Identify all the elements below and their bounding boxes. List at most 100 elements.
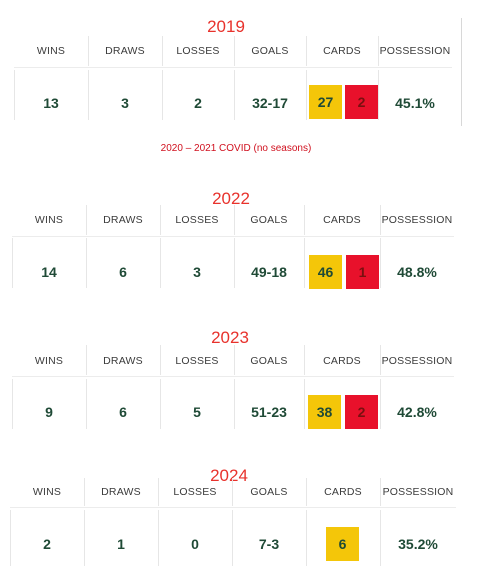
header-cards: CARDS	[323, 355, 361, 367]
divider	[304, 345, 305, 375]
header-possession: POSSESSION	[382, 486, 454, 498]
goals-value: 32-17	[252, 95, 288, 111]
red-card-count: 2	[345, 395, 378, 429]
header-wins: WINS	[32, 486, 62, 498]
divider	[10, 510, 11, 566]
header-losses: LOSSES	[176, 45, 220, 57]
header-cards: CARDS	[323, 214, 361, 226]
divider	[234, 36, 235, 66]
divider	[158, 478, 159, 506]
row-separator	[10, 507, 456, 508]
divider	[158, 510, 159, 566]
covid-note: 2020 – 2021 COVID (no seasons)	[160, 143, 312, 154]
wins-value: 13	[43, 95, 59, 111]
divider	[304, 238, 305, 288]
divider	[12, 238, 13, 288]
draws-value: 1	[117, 536, 125, 552]
goals-value: 7-3	[258, 536, 280, 552]
divider	[380, 238, 381, 288]
divider	[380, 379, 381, 429]
divider	[162, 36, 163, 66]
divider	[380, 345, 381, 375]
possession-value: 42.8%	[397, 404, 437, 420]
header-wins: WINS	[36, 45, 66, 57]
draws-value: 3	[121, 95, 129, 111]
goals-value: 49-18	[251, 264, 287, 280]
header-draws: DRAWS	[105, 45, 145, 57]
header-losses: LOSSES	[173, 486, 217, 498]
divider	[14, 70, 15, 120]
divider	[232, 478, 233, 506]
header-draws: DRAWS	[101, 486, 141, 498]
divider	[88, 36, 89, 66]
header-cards: CARDS	[324, 486, 362, 498]
header-cards: CARDS	[323, 45, 361, 57]
divider	[86, 345, 87, 375]
header-goals: GOALS	[250, 355, 288, 367]
wins-value: 9	[45, 404, 53, 420]
header-possession: POSSESSION	[381, 355, 453, 367]
divider	[306, 510, 307, 566]
header-possession: POSSESSION	[379, 45, 451, 57]
divider	[86, 238, 87, 288]
divider	[306, 70, 307, 120]
divider	[86, 379, 87, 429]
divider	[378, 70, 379, 120]
yellow-card-count: 38	[308, 395, 341, 429]
divider	[232, 510, 233, 566]
draws-value: 6	[119, 404, 127, 420]
divider	[86, 205, 87, 235]
divider	[12, 379, 13, 429]
season-year: 2022	[212, 189, 250, 208]
divider	[160, 345, 161, 375]
divider	[162, 70, 163, 120]
wins-value: 2	[43, 536, 51, 552]
red-card-count: 2	[345, 85, 378, 119]
goals-value: 51-23	[251, 404, 287, 420]
yellow-card-count: 6	[326, 527, 359, 561]
season-year: 2024	[210, 466, 248, 485]
divider	[234, 205, 235, 235]
divider	[306, 36, 307, 66]
divider	[234, 345, 235, 375]
possession-value: 35.2%	[398, 536, 438, 552]
divider	[380, 205, 381, 235]
header-draws: DRAWS	[103, 355, 143, 367]
yellow-card-count: 46	[309, 255, 342, 289]
wins-value: 14	[41, 264, 57, 280]
header-possession: POSSESSION	[381, 214, 453, 226]
divider	[304, 205, 305, 235]
divider	[234, 379, 235, 429]
divider	[234, 70, 235, 120]
losses-value: 3	[193, 264, 201, 280]
season-year: 2023	[211, 328, 249, 347]
divider	[234, 238, 235, 288]
divider	[88, 70, 89, 120]
losses-value: 0	[191, 536, 199, 552]
possession-value: 48.8%	[397, 264, 437, 280]
header-goals: GOALS	[250, 486, 288, 498]
divider	[160, 379, 161, 429]
red-card-count: 1	[346, 255, 379, 289]
divider	[378, 36, 379, 66]
header-wins: WINS	[34, 355, 64, 367]
yellow-card-count: 27	[309, 85, 342, 119]
season-year: 2019	[207, 17, 245, 36]
divider	[306, 478, 307, 506]
row-separator	[12, 376, 454, 377]
divider	[84, 510, 85, 566]
header-draws: DRAWS	[103, 214, 143, 226]
divider	[84, 478, 85, 506]
divider	[160, 205, 161, 235]
header-wins: WINS	[34, 214, 64, 226]
divider	[304, 379, 305, 429]
header-goals: GOALS	[251, 45, 289, 57]
right-edge-line	[461, 18, 462, 126]
header-goals: GOALS	[250, 214, 288, 226]
divider	[380, 510, 381, 566]
divider	[380, 478, 381, 506]
row-separator	[14, 67, 452, 68]
divider	[160, 238, 161, 288]
possession-value: 45.1%	[395, 95, 435, 111]
losses-value: 2	[194, 95, 202, 111]
